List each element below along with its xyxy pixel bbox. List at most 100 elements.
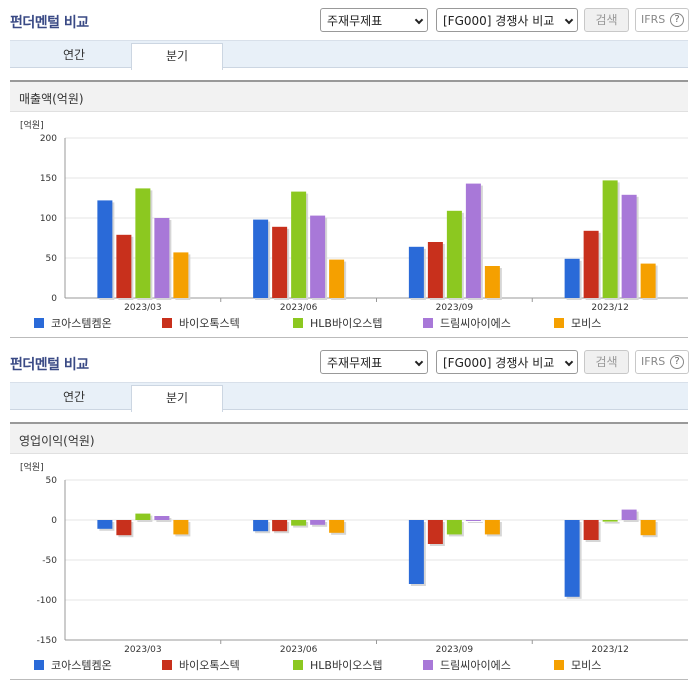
bar	[291, 520, 307, 526]
y-tick-label: -50	[42, 556, 57, 566]
chevron-down-icon	[564, 357, 574, 367]
y-tick-label: 0	[51, 516, 57, 526]
chart-title: 매출액(억원)	[19, 92, 84, 106]
legend-swatch	[293, 318, 303, 328]
chart-title: 영업이익(억원)	[19, 434, 95, 448]
tab-annual[interactable]: 연간	[62, 48, 86, 62]
y-tick-label: 200	[40, 134, 57, 144]
legend-swatch	[34, 660, 44, 670]
bar	[135, 188, 151, 298]
tab-annual[interactable]: 연간	[62, 390, 86, 404]
chart-title-bar: 매출액(억원)	[10, 82, 688, 112]
bar	[272, 520, 288, 532]
chevron-down-icon	[414, 357, 424, 367]
bar	[408, 520, 424, 584]
help-icon[interactable]: ?	[670, 355, 684, 369]
unit-label: [억원]	[20, 119, 44, 131]
bar	[291, 191, 307, 298]
statement-type-select[interactable]: 주재무제표	[320, 8, 428, 32]
y-tick-label: 50	[46, 476, 58, 486]
legend-label: 모비스	[571, 317, 601, 330]
panel-title: 펀더멘털 비교	[10, 15, 89, 31]
ifrs-button[interactable]: IFRS ?	[635, 8, 689, 32]
x-tick-label: 2023/03	[124, 645, 161, 655]
help-icon[interactable]: ?	[670, 13, 684, 27]
chevron-down-icon	[414, 15, 424, 25]
bar	[602, 520, 618, 522]
bar	[621, 509, 637, 520]
period-tabs: 연간 분기	[10, 382, 688, 412]
divider	[10, 337, 688, 338]
ifrs-button[interactable]: IFRS ?	[635, 350, 689, 374]
bar	[583, 520, 599, 540]
chevron-down-icon	[564, 15, 574, 25]
bar	[564, 520, 580, 597]
fundamental-panel-operating-income: 펀더멘털 비교 주재무제표 [FG000] 경쟁사 비교 검색 IFRS ? 연…	[0, 342, 696, 684]
bar	[427, 520, 443, 544]
x-tick-label: 2023/09	[436, 303, 474, 313]
bar	[640, 520, 656, 536]
x-tick-label: 2023/03	[124, 303, 161, 313]
bar	[465, 520, 481, 521]
legend-label: 드림씨아이에스	[440, 659, 511, 672]
bar	[116, 520, 132, 536]
legend-label: 바이오톡스텍	[179, 659, 240, 672]
search-button[interactable]: 검색	[584, 350, 629, 374]
panel-title: 펀더멘털 비교	[10, 357, 89, 373]
comparison-group-value: [FG000] 경쟁사 비교	[443, 14, 555, 28]
statement-type-select[interactable]: 주재무제표	[320, 350, 428, 374]
x-tick-label: 2023/12	[591, 303, 628, 313]
bar-chart-svg: [억원] 0 50 100 150 200 2023/03 2023/06 2023/09 202…	[20, 119, 688, 330]
legend-swatch	[554, 318, 564, 328]
bar	[329, 520, 345, 533]
bar	[97, 520, 113, 529]
x-tick-label: 2023/06	[280, 303, 318, 313]
period-tabs: 연간 분기	[10, 40, 688, 70]
legend-swatch	[162, 318, 172, 328]
y-tick-label: 0	[51, 294, 57, 304]
bar	[484, 520, 500, 535]
legend-label: HLB바이오스텝	[310, 317, 383, 330]
legend-label: HLB바이오스텝	[310, 659, 383, 672]
unit-label: [억원]	[20, 461, 44, 473]
bar	[602, 180, 618, 298]
bar	[465, 183, 481, 298]
y-tick-label: 150	[40, 174, 57, 184]
x-tick-label: 2023/09	[436, 645, 474, 655]
comparison-group-select[interactable]: [FG000] 경쟁사 비교	[436, 350, 578, 374]
bar-shadow	[467, 522, 483, 523]
bar	[583, 230, 599, 298]
legend-swatch	[34, 318, 44, 328]
tab-quarterly[interactable]: 분기	[131, 385, 223, 412]
y-tick-label: 100	[40, 214, 57, 224]
legend-label: 코아스템켐온	[51, 317, 112, 330]
x-tick-label: 2023/12	[591, 645, 628, 655]
legend-swatch	[554, 660, 564, 670]
bar	[154, 218, 170, 298]
bar	[446, 520, 462, 535]
x-tick-label: 2023/06	[280, 645, 318, 655]
bar-shadow	[604, 522, 620, 524]
bar	[408, 246, 424, 298]
statement-type-value: 주재무제표	[327, 14, 383, 28]
bar	[173, 252, 189, 298]
bar	[329, 259, 345, 298]
bar	[272, 226, 288, 298]
bar	[253, 520, 269, 532]
legend-swatch	[423, 318, 433, 328]
bar	[97, 200, 113, 298]
panel-header: 펀더멘털 비교 주재무제표 [FG000] 경쟁사 비교 검색 IFRS ?	[0, 0, 696, 40]
statement-type-value: 주재무제표	[327, 356, 383, 370]
y-tick-label: -150	[37, 636, 58, 646]
bar	[427, 242, 443, 298]
bar	[135, 513, 151, 520]
tab-quarterly[interactable]: 분기	[131, 43, 223, 70]
bar	[310, 215, 326, 298]
bar	[564, 258, 580, 298]
chart-operating-income: 영업이익(억원) [억원] -150 -100 -50 0 50 2023/03 2023/0…	[10, 422, 688, 680]
fundamental-panel-sales: 펀더멘털 비교 주재무제표 [FG000] 경쟁사 비교 검색 IFRS ? 연…	[0, 0, 696, 338]
bar	[640, 263, 656, 298]
legend-swatch	[423, 660, 433, 670]
comparison-group-select[interactable]: [FG000] 경쟁사 비교	[436, 8, 578, 32]
search-button[interactable]: 검색	[584, 8, 629, 32]
